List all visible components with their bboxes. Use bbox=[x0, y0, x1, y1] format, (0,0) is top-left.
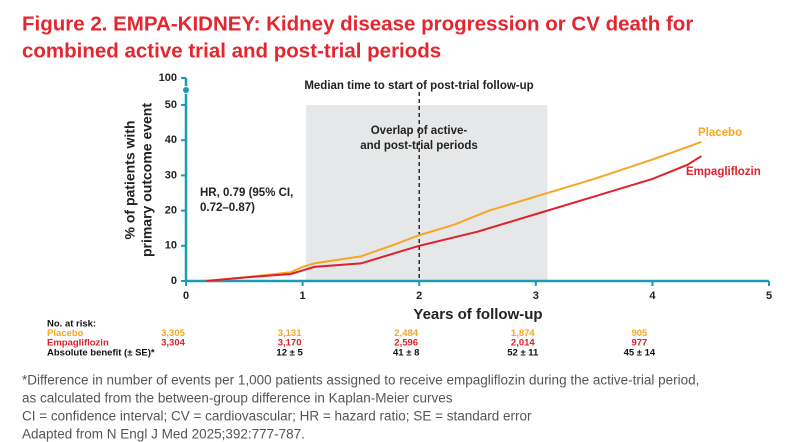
chart-title: Figure 2. EMPA-KIDNEY: Kidney disease pr… bbox=[22, 12, 693, 35]
series-label: Placebo bbox=[698, 127, 742, 139]
risk-value: 3,305 bbox=[161, 328, 185, 339]
risk-row-label: Placebo bbox=[47, 328, 84, 339]
risk-value: 2,596 bbox=[394, 338, 418, 349]
risk-value: 1,874 bbox=[511, 328, 535, 339]
footnote: *Difference in number of events per 1,00… bbox=[22, 373, 699, 388]
x-tick-label: 4 bbox=[649, 290, 656, 302]
risk-value: 3,170 bbox=[278, 338, 302, 349]
y-tick-label: 10 bbox=[165, 240, 177, 252]
footnote: Adapted from N Engl J Med 2025;392:777-7… bbox=[22, 427, 305, 442]
series-line bbox=[205, 141, 702, 282]
footnote: CI = confidence interval; CV = cardiovas… bbox=[22, 409, 532, 424]
annotation: HR, 0.79 (95% CI, bbox=[200, 187, 293, 199]
series-line bbox=[205, 155, 702, 282]
y-tick-label: 30 bbox=[165, 169, 177, 181]
annotation: 0.72–0.87) bbox=[200, 202, 255, 214]
benefit-value: 12 ± 5 bbox=[276, 348, 303, 359]
y-axis-label: primary outcome event bbox=[139, 103, 155, 257]
axis-break-dot bbox=[183, 87, 189, 93]
benefit-label: Absolute benefit (± SE)* bbox=[47, 348, 155, 359]
x-tick-label: 1 bbox=[300, 290, 306, 302]
risk-value: 2,484 bbox=[394, 328, 418, 339]
y-axis-label: % of patients with bbox=[122, 121, 138, 240]
risk-row-label: Empagliflozin bbox=[47, 338, 109, 349]
risk-value: 2,014 bbox=[511, 338, 535, 349]
annotation: and post-trial periods bbox=[360, 140, 478, 152]
footnote: as calculated from the between-group dif… bbox=[22, 391, 453, 406]
benefit-value: 52 ± 11 bbox=[507, 348, 539, 359]
annotation: Overlap of active- bbox=[371, 125, 468, 137]
shaded-region bbox=[306, 105, 548, 281]
benefit-value: 45 ± 14 bbox=[624, 348, 656, 359]
x-tick-label: 3 bbox=[533, 290, 539, 302]
benefit-value: 41 ± 8 bbox=[393, 348, 419, 359]
series-label: Empagliflozin bbox=[686, 166, 761, 178]
x-tick-label: 5 bbox=[766, 290, 772, 302]
x-tick-label: 0 bbox=[183, 290, 189, 302]
chart-title: combined active trial and post-trial per… bbox=[22, 39, 441, 62]
y-tick-label: 20 bbox=[165, 205, 177, 217]
x-axis-label: Years of follow-up bbox=[413, 306, 542, 323]
y-tick-label: 0 bbox=[171, 275, 177, 287]
y-tick-label: 100 bbox=[159, 72, 177, 84]
annotation: Median time to start of post-trial follo… bbox=[304, 80, 533, 92]
y-tick-label: 40 bbox=[165, 134, 177, 146]
x-tick-label: 2 bbox=[416, 290, 422, 302]
risk-value: 3,131 bbox=[278, 328, 302, 339]
y-tick-label: 50 bbox=[165, 99, 177, 111]
risk-value: 3,304 bbox=[161, 338, 185, 349]
risk-title: No. at risk: bbox=[47, 319, 96, 330]
risk-value: 977 bbox=[631, 338, 647, 349]
risk-value: 905 bbox=[631, 328, 648, 339]
